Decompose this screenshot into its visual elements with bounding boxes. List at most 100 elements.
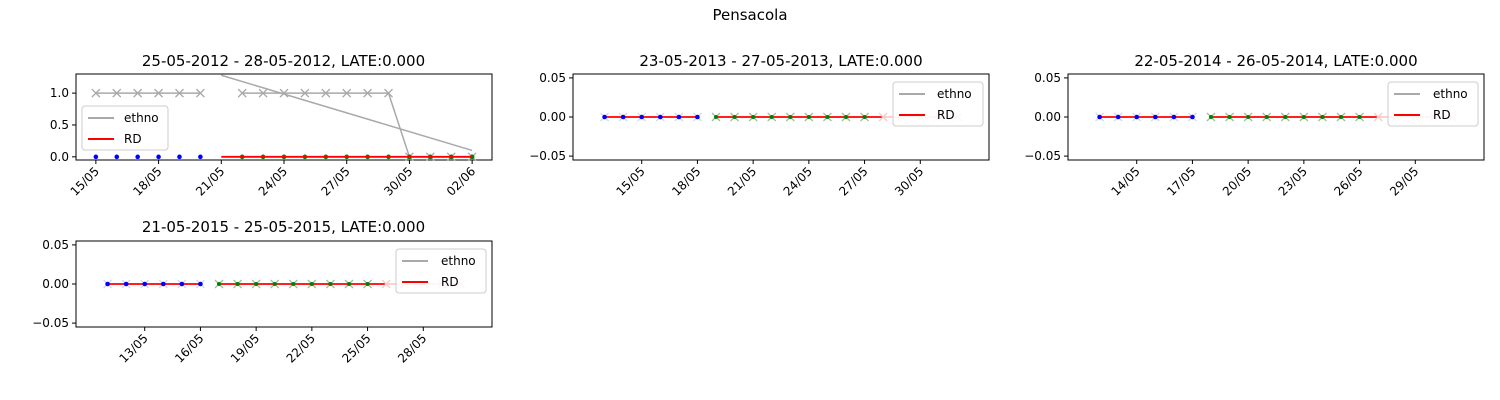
post-dot: [1264, 115, 1269, 119]
post-dot: [1283, 115, 1288, 119]
pre-dot: [135, 154, 140, 160]
post-dot: [328, 282, 333, 286]
y-tick-label: 0.00: [42, 277, 69, 291]
x-tick-label: 26/05: [1331, 164, 1365, 198]
ethno-marker: [258, 88, 268, 98]
x-tick-label: 25/05: [339, 331, 373, 365]
x-tick-label: 18/05: [669, 164, 703, 198]
x-tick-label: 28/05: [395, 331, 429, 365]
x-tick-label: 30/05: [892, 164, 926, 198]
pre-dot: [1115, 114, 1121, 120]
post-dot: [1357, 115, 1362, 119]
x-tick-label: 24/05: [256, 164, 290, 198]
ethno-marker: [133, 88, 143, 98]
x-tick-label: 15/05: [613, 164, 647, 198]
y-tick-label: 1.0: [50, 86, 69, 100]
ethno-marker: [175, 88, 184, 98]
x-tick-label: 30/05: [381, 164, 415, 198]
x-tick-label: 13/05: [116, 331, 150, 365]
x-tick-label: 21/05: [193, 164, 227, 198]
ethno-marker: [237, 88, 247, 98]
ethno-marker: [154, 88, 164, 98]
post-dot: [1339, 115, 1343, 119]
panel-1-legend: ethno RD: [81, 105, 169, 151]
y-tick-label: −0.05: [1024, 149, 1061, 163]
x-tick-label: 27/05: [318, 164, 352, 198]
pre-dot: [695, 114, 700, 120]
post-dot: [1246, 115, 1251, 119]
x-tick-label: 20/05: [1220, 164, 1254, 198]
pre-dot: [198, 281, 203, 287]
pre-dot: [105, 281, 110, 287]
post-dot: [714, 115, 718, 119]
legend-ethno-label: ethno: [124, 111, 159, 125]
pre-dot: [123, 281, 129, 287]
pre-dot: [198, 154, 203, 160]
x-tick-label: 18/05: [130, 164, 164, 198]
panel-2-title: 23-05-2013 - 27-05-2013, LATE:0.000: [639, 52, 922, 70]
y-tick-label: 0.05: [539, 71, 566, 85]
pre-dot: [676, 114, 682, 120]
post-dot: [235, 282, 240, 286]
trend-line: [221, 74, 473, 152]
legend-rd-label: RD: [1433, 108, 1451, 122]
ethno-marker: [1373, 112, 1383, 122]
ethno-marker: [195, 88, 205, 98]
x-tick-label: 14/05: [1108, 164, 1142, 198]
ethno-marker: [321, 88, 331, 98]
post-dot: [347, 282, 351, 286]
post-dot: [1227, 115, 1232, 119]
ethno-marker: [342, 88, 352, 98]
post-dot: [806, 115, 811, 119]
y-tick-label: 0.5: [50, 118, 69, 132]
post-dot: [291, 282, 296, 286]
ethno-marker: [91, 88, 101, 98]
legend-rd-label: RD: [937, 108, 955, 122]
panel-2-legend: ethno RD: [892, 81, 984, 127]
x-tick-label: 16/05: [172, 331, 206, 365]
panel-3-legend: ethno RD: [1387, 81, 1479, 127]
ethno-marker: [878, 112, 888, 122]
y-tick-label: −0.05: [32, 316, 69, 330]
post-dot: [469, 154, 475, 160]
ethno-marker: [112, 88, 122, 98]
ethno-marker: [381, 279, 391, 289]
pre-dot: [1152, 114, 1158, 120]
pre-dot: [639, 114, 645, 120]
ethno-marker: [300, 88, 310, 98]
legend-rd-label: RD: [124, 132, 142, 146]
panel-4-title: 21-05-2015 - 25-05-2015, LATE:0.000: [142, 218, 425, 236]
post-dot: [365, 282, 370, 286]
post-dot: [217, 282, 221, 286]
post-dot: [254, 282, 259, 286]
pre-dot: [179, 281, 185, 287]
legend-ethno-label: ethno: [1433, 87, 1468, 101]
post-dot: [1209, 115, 1213, 119]
post-dot: [1320, 115, 1325, 119]
legend-ethno-label: ethno: [441, 254, 476, 268]
x-tick-label: 19/05: [228, 331, 262, 365]
post-dot: [272, 282, 277, 286]
x-tick-label: 15/05: [68, 164, 102, 198]
ethno-marker: [279, 88, 289, 98]
x-tick-label: 02/06: [444, 164, 478, 198]
panel-4-legend: ethno RD: [395, 248, 487, 294]
x-tick-label: 21/05: [725, 164, 759, 198]
legend-ethno-label: ethno: [937, 87, 972, 101]
pre-dot: [657, 114, 663, 120]
pre-dot: [160, 281, 166, 287]
x-tick-label: 27/05: [836, 164, 870, 198]
panel-3-title: 22-05-2014 - 26-05-2014, LATE:0.000: [1134, 52, 1417, 70]
figure-suptitle: Pensacola: [712, 6, 787, 24]
pre-dot: [93, 154, 99, 160]
pre-dot: [177, 154, 182, 160]
panel-1-title: 25-05-2012 - 28-05-2012, LATE:0.000: [142, 52, 425, 70]
y-tick-label: 0.00: [1034, 110, 1061, 124]
x-tick-label: 29/05: [1387, 164, 1421, 198]
post-dot: [1301, 115, 1306, 119]
post-dot: [844, 115, 848, 119]
post-dot: [825, 115, 830, 119]
legend-rd-label: RD: [441, 275, 459, 289]
x-tick-label: 22/05: [284, 331, 318, 365]
